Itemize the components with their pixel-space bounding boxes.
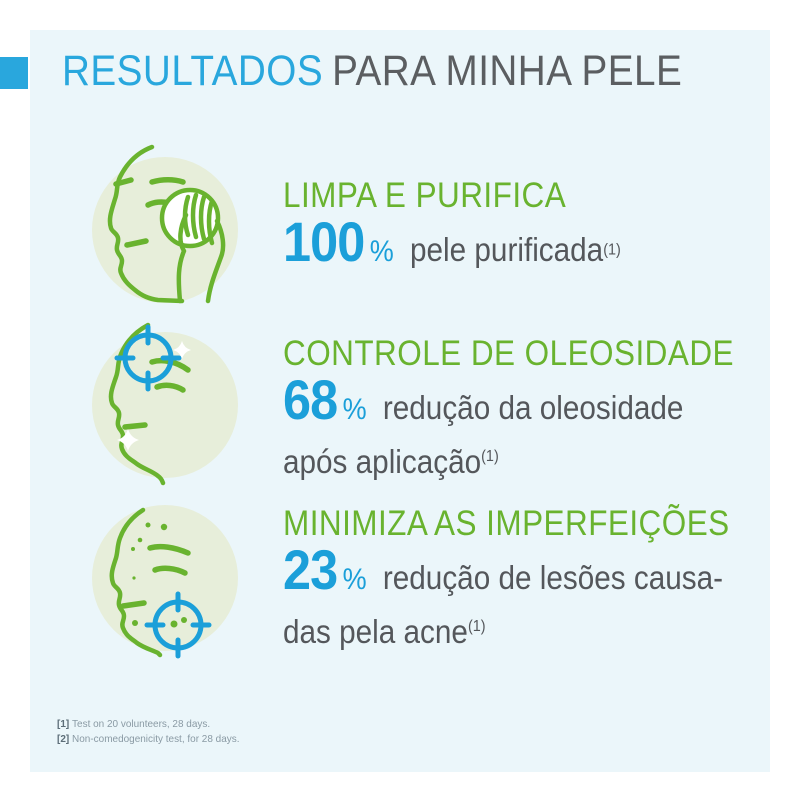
footnote-ref-superscript: (1) bbox=[467, 618, 486, 635]
page-title-rest: PARA MINHA PELE bbox=[332, 47, 683, 95]
stat-description-2: após aplicação bbox=[283, 443, 482, 480]
stat-line-2: após aplicação(1) bbox=[283, 441, 734, 483]
percent-sign: % bbox=[342, 393, 367, 426]
footnote-ref: [2] bbox=[57, 733, 70, 745]
footnote-line: [1] Test on 20 volunteers, 28 days. bbox=[57, 717, 240, 732]
stat-value: 100 bbox=[283, 210, 365, 273]
face-cleansing-pad-icon bbox=[90, 144, 240, 305]
section-heading: CONTROLE DE OLEOSIDADE bbox=[283, 334, 734, 373]
stat-line: 100% pele purificada(1) bbox=[283, 214, 621, 283]
percent-sign: % bbox=[369, 235, 394, 268]
result-row-cleanse: LIMPA E PURIFICA 100% pele purificada(1) bbox=[283, 178, 658, 283]
section-heading: MINIMIZA AS IMPERFEIÇÕES bbox=[283, 504, 730, 543]
stat-value: 68 bbox=[283, 368, 338, 431]
footnote-text: Test on 20 volunteers, 28 days. bbox=[72, 718, 211, 730]
footnote-ref-superscript: (1) bbox=[481, 448, 499, 465]
result-row-oil-control: CONTROLE DE OLEOSIDADE 68% redução da ole… bbox=[283, 336, 784, 483]
stat-description: pele purificada bbox=[410, 231, 604, 268]
stat-line: 68% redução da oleosidade bbox=[283, 372, 734, 441]
stat-line-2: das pela acne(1) bbox=[283, 611, 730, 653]
footnotes: [1] Test on 20 volunteers, 28 days. [2] No… bbox=[57, 717, 240, 747]
footnote-text: Non-comedogenicity test, for 28 days. bbox=[72, 733, 240, 745]
accent-square bbox=[0, 57, 28, 89]
stat-value: 23 bbox=[283, 538, 338, 601]
footnote-line: [2] Non-comedogenicity test, for 28 days. bbox=[57, 732, 240, 747]
stat-description-2: das pela acne bbox=[283, 613, 468, 650]
result-row-imperfections: MINIMIZA AS IMPERFEIÇÕES 23% redução de l… bbox=[283, 506, 779, 653]
footnote-ref-superscript: (1) bbox=[603, 241, 621, 259]
face-target-forehead-icon bbox=[90, 322, 240, 486]
stat-description: redução de lesões causa- bbox=[382, 559, 724, 596]
stat-line: 23% redução de lesões causa- bbox=[283, 542, 730, 611]
face-target-acne-icon bbox=[90, 503, 240, 659]
percent-sign: % bbox=[342, 563, 367, 596]
section-heading: LIMPA E PURIFICA bbox=[283, 176, 567, 215]
page-title: RESULTADOS PARA MINHA PELE bbox=[62, 50, 682, 93]
page-title-highlight: RESULTADOS bbox=[62, 47, 324, 95]
stat-description: redução da oleosidade bbox=[382, 389, 684, 426]
footnote-ref: [1] bbox=[57, 718, 70, 730]
